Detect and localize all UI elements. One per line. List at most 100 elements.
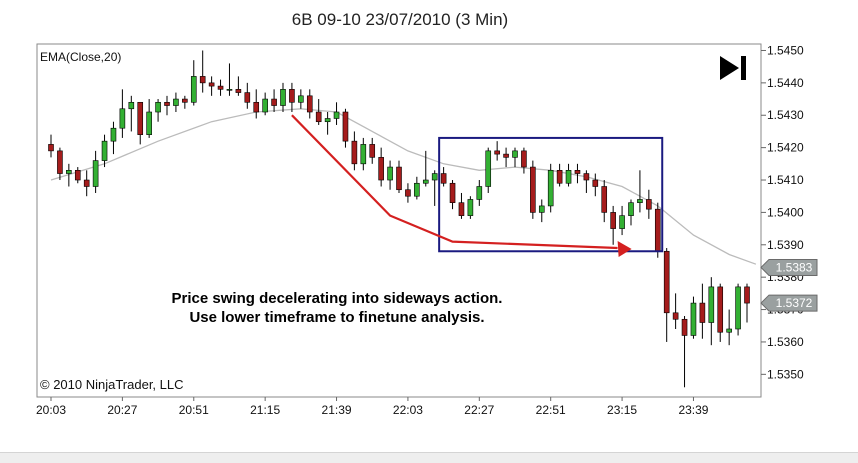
candle-body (333, 111, 340, 119)
candle-body (699, 302, 706, 323)
y-tick-label: 1.5400 (767, 205, 804, 219)
candle-body (387, 166, 393, 181)
scroll-to-end-icon[interactable] (720, 56, 746, 80)
candle (342, 108, 349, 148)
candle (449, 180, 456, 210)
candle-body (48, 144, 54, 152)
y-tick-label: 1.5420 (767, 141, 804, 155)
candle (306, 89, 313, 119)
candle-body (628, 202, 634, 216)
x-tick-label: 20:51 (179, 403, 209, 417)
candle-body (592, 179, 599, 187)
candlestick-chart[interactable]: 1.5450 1.5440 1.5430 1.5420 1.5410 1.5400 1.53… (0, 0, 858, 452)
candle (726, 309, 732, 346)
candle-body (663, 250, 670, 314)
candle-body (476, 186, 483, 200)
candle (494, 141, 500, 161)
candle (654, 202, 661, 258)
candle-body (467, 199, 474, 216)
candle (735, 283, 741, 336)
candle (83, 170, 90, 197)
candle-body (271, 98, 277, 106)
candle (440, 167, 447, 187)
candle (431, 170, 438, 206)
candle-body (351, 140, 358, 165)
candle-body (315, 111, 322, 123)
candle-body (422, 179, 429, 184)
candle (164, 95, 170, 116)
candle-body (440, 173, 447, 184)
candle-body (369, 144, 376, 158)
price-marker-flag (760, 258, 818, 276)
candle-body (146, 111, 152, 135)
candle-body (521, 150, 527, 168)
candle (190, 60, 197, 106)
candle-body (396, 166, 402, 191)
chart-title: 6B 09-10 23/07/2010 (3 Min) (291, 10, 509, 29)
candle-body (601, 186, 608, 213)
candle-body (128, 101, 135, 110)
axes: 1.5450 1.5440 1.5430 1.5420 1.5410 1.5400 1.53… (36, 43, 818, 417)
candle (672, 293, 679, 329)
candle (414, 176, 420, 200)
annotation-line-2: Use lower timeframe to finetune analysis… (189, 309, 484, 326)
candle (199, 50, 206, 93)
candle (565, 163, 572, 187)
candle (485, 147, 492, 193)
candle-body (164, 101, 170, 106)
candle-body (235, 89, 242, 93)
candle (378, 147, 384, 187)
candle (101, 134, 108, 168)
y-tick-label: 1.5350 (767, 367, 804, 381)
candle-body (405, 189, 411, 197)
candle (235, 76, 242, 96)
x-tick-label: 21:15 (250, 403, 280, 417)
candle-body (66, 170, 72, 174)
price-marker-label: 1.5383 (776, 260, 813, 274)
y-tick-label: 1.5410 (767, 173, 804, 187)
candle (503, 147, 509, 168)
x-tick-label: 20:27 (107, 403, 137, 417)
x-tick-label: 20:03 (36, 403, 66, 417)
candle-body (449, 182, 456, 203)
candle (628, 199, 634, 226)
candle-body (583, 173, 590, 181)
candle (592, 173, 599, 197)
candle (387, 160, 393, 190)
candle-body (556, 170, 563, 184)
candle (280, 82, 286, 113)
candle (226, 63, 233, 96)
indicator-label: EMA(Close,20) (40, 50, 121, 64)
candle (173, 92, 179, 113)
candle-body (654, 208, 661, 252)
candle (74, 167, 81, 184)
candle-body (574, 170, 581, 174)
candle (253, 89, 260, 119)
candle (530, 160, 536, 219)
candle-body (262, 98, 268, 113)
candle-body (244, 92, 251, 103)
candle (646, 189, 652, 219)
candle (476, 180, 483, 206)
candle-body (414, 182, 420, 197)
y-tick-label: 1.5440 (767, 76, 804, 90)
candle (146, 99, 152, 138)
candle-body (83, 179, 90, 187)
candle-body (182, 98, 188, 103)
candle-body (92, 160, 99, 187)
candle-body (199, 76, 206, 84)
candle-body (708, 286, 715, 323)
x-tick-label: 23:39 (678, 403, 708, 417)
candle-body (155, 101, 161, 113)
candle-body (672, 312, 679, 320)
candles (48, 50, 750, 388)
candle (351, 131, 358, 171)
price-marker-label: 1.5372 (776, 296, 813, 310)
candle-body (538, 205, 545, 213)
candle-body (360, 144, 367, 165)
candle-body (289, 89, 295, 103)
candle-body (458, 202, 465, 216)
candle (583, 170, 590, 193)
candle (717, 283, 724, 342)
candle-body (619, 215, 625, 229)
